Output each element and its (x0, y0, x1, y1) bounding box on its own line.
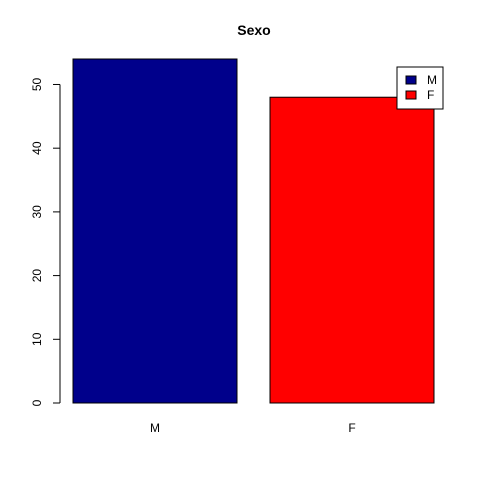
y-tick-label: 0 (30, 399, 44, 406)
legend: MF (396, 66, 444, 110)
legend-label-f: F (427, 88, 434, 102)
bar-m (72, 58, 238, 404)
chart-title: Sexo (237, 22, 270, 38)
y-tick-label: 30 (30, 205, 44, 219)
legend-swatch-m (405, 75, 417, 85)
y-tick-label: 50 (30, 77, 44, 91)
y-tick-label: 10 (30, 332, 44, 346)
bar-f (269, 96, 435, 404)
y-tick-label: 20 (30, 269, 44, 283)
legend-label-m: M (427, 73, 437, 87)
x-tick-label-f: F (348, 421, 355, 435)
legend-swatch-f (405, 90, 417, 100)
y-axis: 0 10 20 30 40 50 (30, 77, 61, 406)
legend-box (396, 66, 444, 110)
y-tick-label: 40 (30, 141, 44, 155)
bars-group (72, 58, 435, 404)
x-tick-label-m: M (150, 421, 160, 435)
